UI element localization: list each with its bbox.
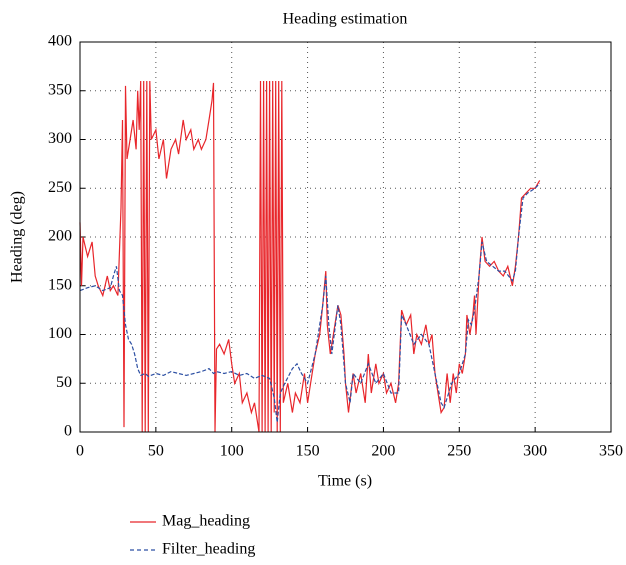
data-line	[79, 80, 541, 433]
y-tick-label: 200	[48, 228, 72, 245]
x-tick-label: 150	[296, 443, 320, 460]
x-tick-label: 0	[76, 443, 84, 460]
y-tick-label: 100	[48, 325, 72, 342]
legend-label: Filter_heading	[162, 541, 255, 558]
x-tick-label: 200	[371, 443, 395, 460]
y-tick-label: 50	[56, 374, 72, 391]
y-tick-label: 150	[48, 276, 72, 293]
data-line	[79, 182, 541, 423]
y-tick-label: 300	[48, 130, 72, 147]
x-tick-label: 250	[447, 443, 471, 460]
y-axis-label: Heading (deg)	[9, 191, 26, 283]
legend-label: Mag_heading	[162, 513, 250, 530]
plot-frame	[79, 41, 612, 433]
y-tick-label: 400	[48, 33, 72, 50]
x-tick-label: 300	[523, 443, 547, 460]
x-tick-label: 350	[599, 443, 623, 460]
y-tick-label: 350	[48, 81, 72, 98]
y-tick-label: 250	[48, 179, 72, 196]
chart-title: Heading estimation	[283, 11, 408, 28]
y-tick-label: 0	[64, 423, 72, 440]
x-tick-label: 100	[220, 443, 244, 460]
x-axis-label: Time (s)	[318, 473, 372, 490]
x-tick-label: 50	[148, 443, 164, 460]
